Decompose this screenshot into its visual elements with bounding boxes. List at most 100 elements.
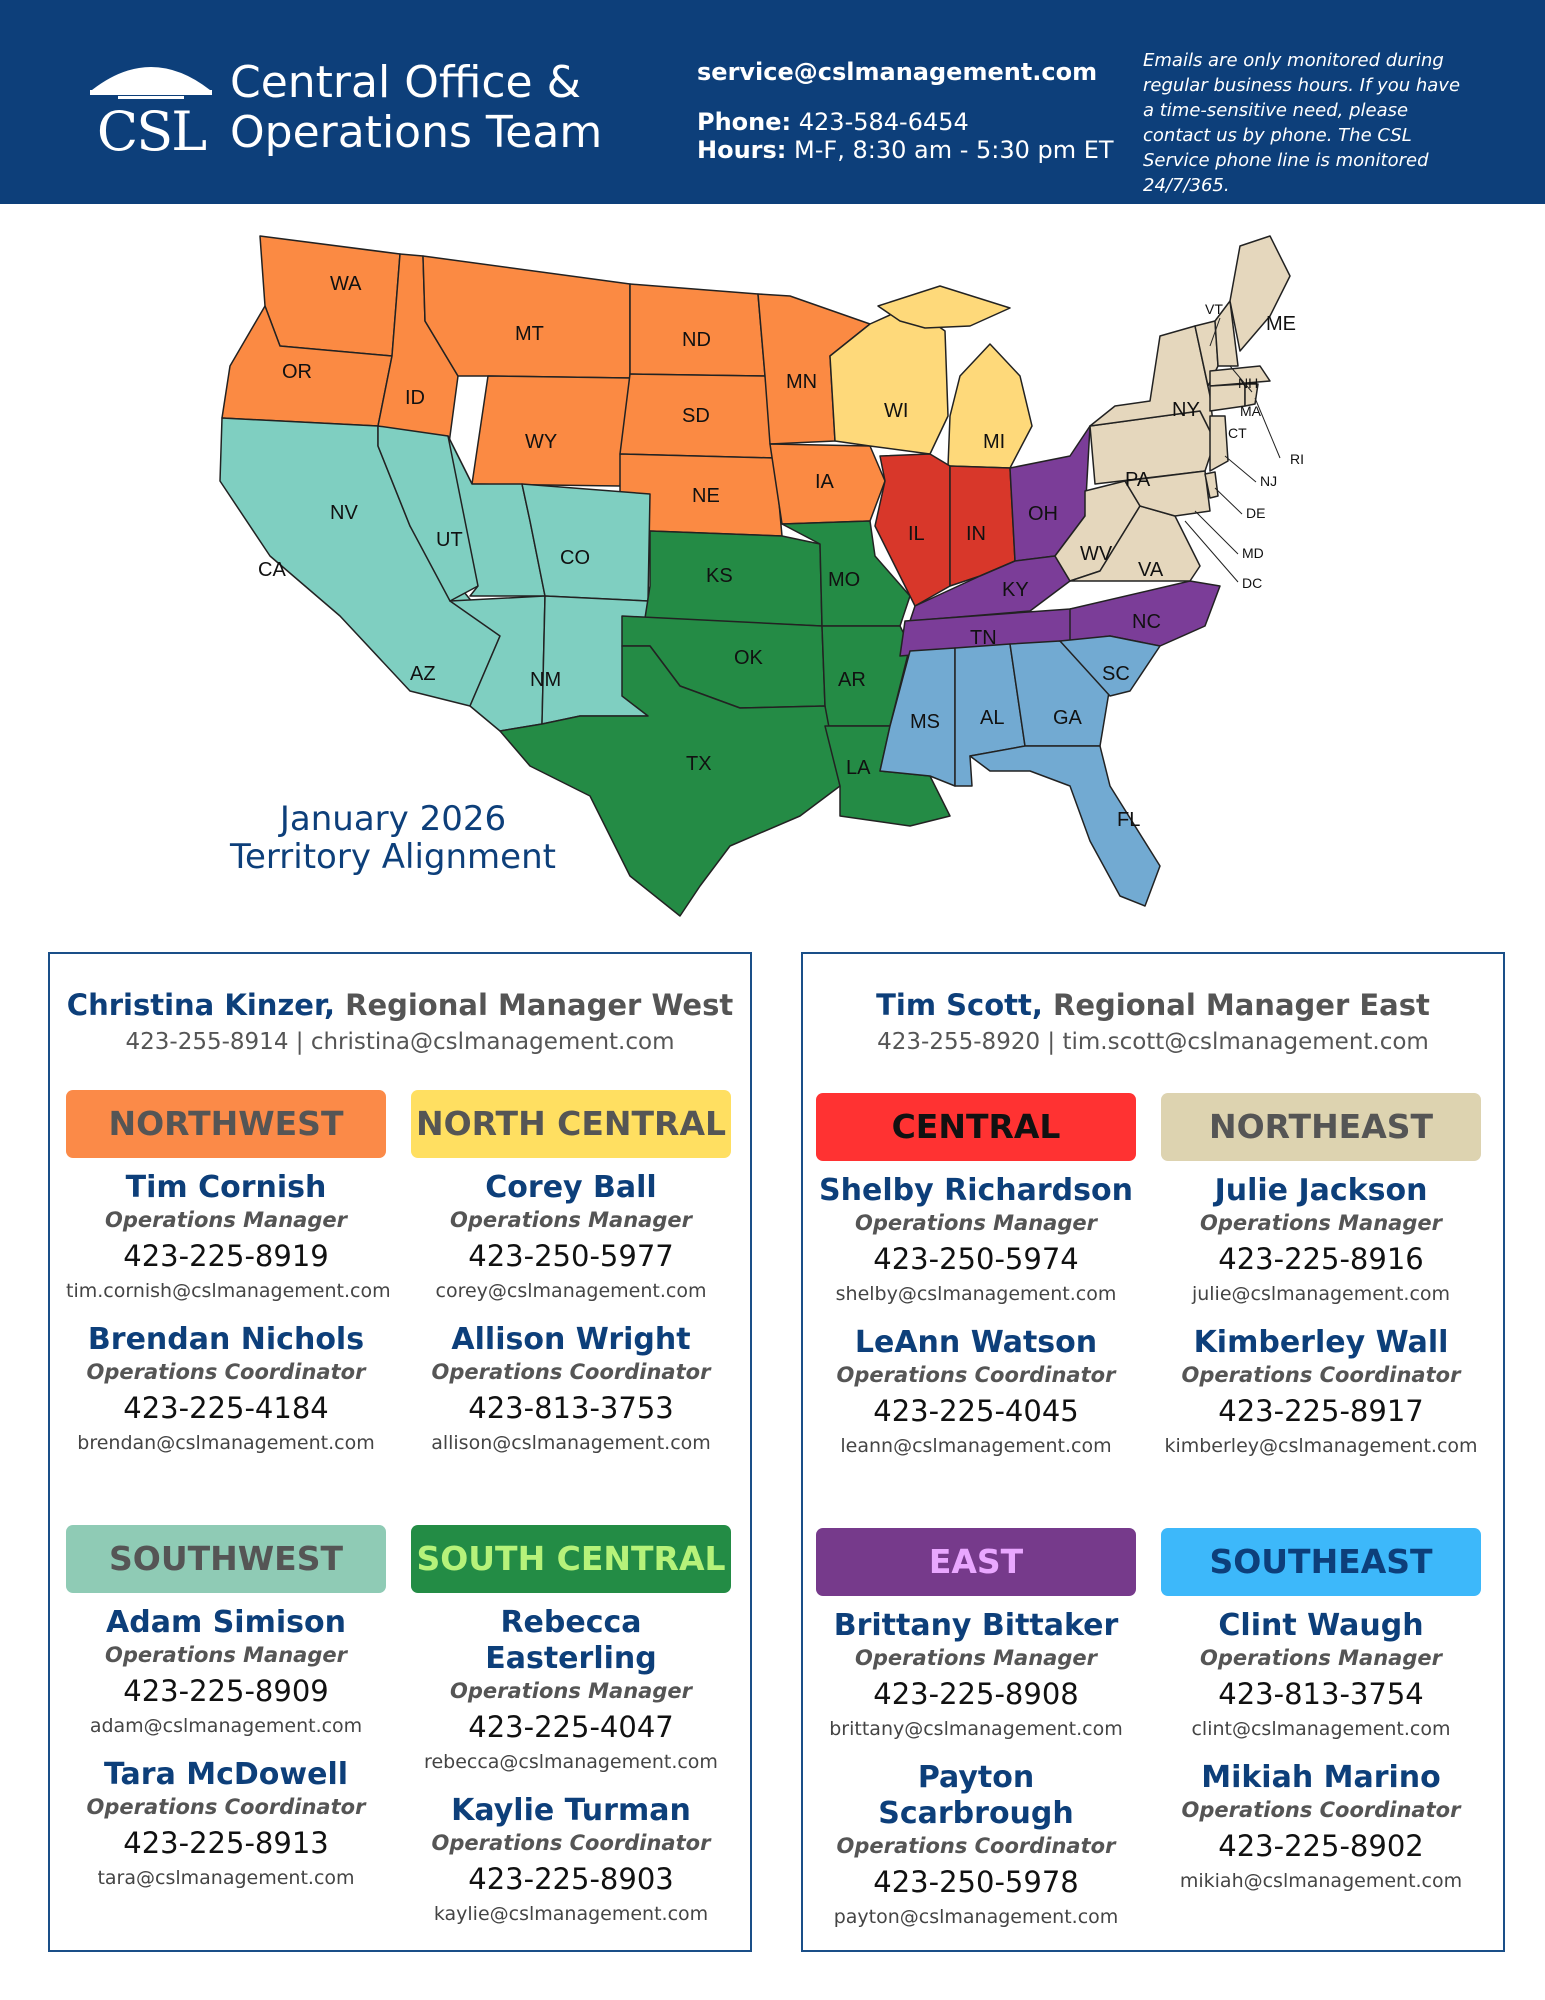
person-phone[interactable]: 423-250-5977 <box>468 1239 674 1273</box>
person-phone[interactable]: 423-225-8913 <box>123 1826 329 1860</box>
person-phone[interactable]: 423-225-8916 <box>1218 1242 1424 1276</box>
person-role: Operations Coordinator <box>86 1360 366 1384</box>
label-nm: NM <box>530 669 561 691</box>
person-role: Operations Manager <box>855 1211 1097 1235</box>
state-nj <box>1209 415 1229 472</box>
label-ia: IA <box>815 471 835 493</box>
label-co: CO <box>560 547 590 569</box>
hours-line: Hours: M-F, 8:30 am - 5:30 pm ET <box>697 136 1114 164</box>
state-labels: WA OR ID MT WY ND SD NE MN IA WI MI CA N… <box>258 273 1304 831</box>
label-ca: CA <box>258 559 286 581</box>
state-mt <box>422 255 631 379</box>
region-header: EAST <box>816 1528 1136 1596</box>
person-phone[interactable]: 423-225-4047 <box>468 1710 674 1744</box>
west-manager-heading: Christina Kinzer, Regional Manager West <box>50 988 750 1022</box>
person-role: Operations Manager <box>1200 1646 1442 1670</box>
person-email[interactable]: kaylie@cslmanagement.com <box>433 1903 709 1925</box>
east-manager-name: Tim Scott, <box>876 988 1043 1022</box>
person-phone[interactable]: 423-225-8902 <box>1218 1829 1424 1863</box>
person-email[interactable]: brittany@cslmanagement.com <box>829 1718 1123 1740</box>
label-mt: MT <box>515 323 544 345</box>
region-header: SOUTHWEST <box>66 1525 386 1593</box>
person-phone[interactable]: 423-225-4184 <box>123 1391 329 1425</box>
east-manager-title: Regional Manager East <box>1042 988 1430 1022</box>
person-email[interactable]: adam@cslmanagement.com <box>89 1715 363 1737</box>
label-tn: TN <box>970 627 997 649</box>
label-il: IL <box>908 523 925 545</box>
person-role: Operations Manager <box>105 1643 347 1667</box>
state-ks <box>644 530 823 627</box>
person-email[interactable]: corey@cslmanagement.com <box>435 1280 707 1302</box>
person-email[interactable]: julie@cslmanagement.com <box>1191 1283 1451 1305</box>
person-phone[interactable]: 423-250-5974 <box>873 1242 1079 1276</box>
person-role: Operations Coordinator <box>86 1795 366 1819</box>
person-phone[interactable]: 423-250-5978 <box>873 1865 1079 1899</box>
phone-value[interactable]: 423-584-6454 <box>798 108 969 136</box>
caption-line-1: January 2026 <box>279 799 507 839</box>
label-vt: VT <box>1205 301 1223 317</box>
person-role: Operations Manager <box>1200 1211 1442 1235</box>
person-phone[interactable]: 423-225-8908 <box>873 1677 1079 1711</box>
label-ga: GA <box>1053 707 1083 729</box>
state-wa <box>259 235 401 357</box>
contact-card: Kaylie Turman Operations Coordinator 423-2… <box>411 1793 731 1927</box>
label-ct: CT <box>1228 425 1247 441</box>
person-email[interactable]: tim.cornish@cslmanagement.com <box>66 1280 391 1302</box>
label-in: IN <box>966 523 986 545</box>
label-al: AL <box>980 707 1004 729</box>
person-name: Brendan Nichols <box>87 1322 365 1357</box>
state-ia <box>769 443 886 525</box>
person-email[interactable]: payton@cslmanagement.com <box>833 1906 1119 1928</box>
region-card: NORTH CENTRAL Corey Ball Operations Manage… <box>411 1090 731 1456</box>
person-email[interactable]: brendan@cslmanagement.com <box>77 1432 375 1454</box>
contact-card: Adam Simison Operations Manager 423-225-89… <box>66 1605 386 1739</box>
person-role: Operations Manager <box>105 1208 347 1232</box>
person-name: Kaylie Turman <box>451 1793 691 1828</box>
person-email[interactable]: kimberley@cslmanagement.com <box>1164 1435 1478 1457</box>
person-phone[interactable]: 423-225-8909 <box>123 1674 329 1708</box>
header-banner: CSL Central Office & Operations Team ser… <box>0 0 1545 204</box>
person-phone[interactable]: 423-225-8917 <box>1218 1394 1424 1428</box>
label-md: MD <box>1242 545 1264 561</box>
person-name: Kimberley Wall <box>1193 1325 1449 1360</box>
person-phone[interactable]: 423-225-4045 <box>873 1394 1079 1428</box>
person-phone[interactable]: 423-813-3753 <box>468 1391 674 1425</box>
east-panel: Tim Scott, Regional Manager East 423-255… <box>801 952 1505 1952</box>
person-phone[interactable]: 423-225-8903 <box>468 1862 674 1896</box>
label-ms: MS <box>910 711 940 733</box>
person-email[interactable]: clint@cslmanagement.com <box>1191 1718 1451 1740</box>
callout-lines <box>1184 317 1281 583</box>
person-role: Operations Coordinator <box>431 1360 711 1384</box>
label-dc: DC <box>1242 575 1262 591</box>
label-or: OR <box>282 361 312 383</box>
person-name: Tara McDowell <box>103 1757 349 1792</box>
capitol-dome-icon <box>90 67 212 99</box>
territory-map: WA OR ID MT WY ND SD NE MN IA WI MI CA N… <box>219 235 1304 917</box>
person-email[interactable]: mikiah@cslmanagement.com <box>1179 1870 1463 1892</box>
person-phone[interactable]: 423-813-3754 <box>1218 1677 1424 1711</box>
person-email[interactable]: allison@cslmanagement.com <box>431 1432 711 1454</box>
phone-label: Phone: <box>697 108 792 136</box>
person-email[interactable]: leann@cslmanagement.com <box>840 1435 1112 1457</box>
person-name: Rebecca Easterling <box>485 1605 657 1676</box>
region-header: NORTHEAST <box>1161 1093 1481 1161</box>
person-email[interactable]: shelby@cslmanagement.com <box>835 1283 1117 1305</box>
label-me: ME <box>1266 313 1296 335</box>
person-role: Operations Manager <box>450 1208 692 1232</box>
region-header: NORTH CENTRAL <box>411 1090 731 1158</box>
person-email[interactable]: rebecca@cslmanagement.com <box>424 1751 718 1773</box>
service-email[interactable]: service@cslmanagement.com <box>697 58 1098 86</box>
person-name: Julie Jackson <box>1214 1173 1428 1208</box>
label-ar: AR <box>838 669 866 691</box>
state-me <box>1229 235 1291 352</box>
person-name: Tim Cornish <box>125 1170 327 1205</box>
contact-card: Brendan Nichols Operations Coordinator 423… <box>66 1322 386 1456</box>
person-phone[interactable]: 423-225-8919 <box>123 1239 329 1273</box>
label-ok: OK <box>734 647 764 669</box>
region-header: NORTHWEST <box>66 1090 386 1158</box>
label-oh: OH <box>1028 503 1058 525</box>
label-sd: SD <box>682 405 710 427</box>
person-email[interactable]: tara@cslmanagement.com <box>97 1867 355 1889</box>
east-manager-contact: 423-255-8920 | tim.scott@cslmanagement.c… <box>877 1029 1429 1055</box>
label-ks: KS <box>706 565 733 587</box>
